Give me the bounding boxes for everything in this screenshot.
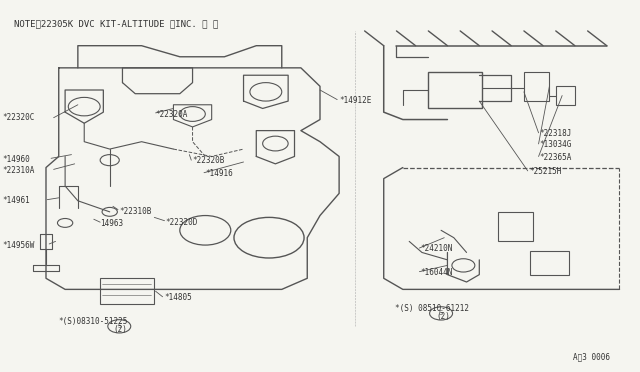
Text: *22310A: *22310A <box>3 166 35 174</box>
Text: A∥3 0006: A∥3 0006 <box>573 352 610 361</box>
Text: *22320B: *22320B <box>193 156 225 166</box>
Text: *22320A: *22320A <box>156 109 188 119</box>
Text: *14916: *14916 <box>205 169 233 178</box>
Text: *25215H: *25215H <box>529 167 561 176</box>
Text: *22365A: *22365A <box>540 153 572 162</box>
Text: *22310B: *22310B <box>119 206 152 216</box>
Text: *14912E: *14912E <box>339 96 371 105</box>
Text: *14960: *14960 <box>3 155 31 164</box>
Text: NOTE㈢22305K DVC KIT-ALTITUDE （INC. ※ ）: NOTE㈢22305K DVC KIT-ALTITUDE （INC. ※ ） <box>14 19 218 28</box>
Text: (2): (2) <box>436 312 450 321</box>
Text: *22320C: *22320C <box>3 113 35 122</box>
Text: *13034G: *13034G <box>540 140 572 149</box>
Bar <box>428 71 483 109</box>
Bar <box>524 71 549 101</box>
Text: S: S <box>439 310 443 316</box>
Bar <box>531 251 568 275</box>
Text: (2): (2) <box>113 326 127 334</box>
Text: *(S) 08510-61212: *(S) 08510-61212 <box>395 304 469 313</box>
Text: 14963: 14963 <box>100 219 124 228</box>
Text: *(S)08310-51225: *(S)08310-51225 <box>59 317 128 326</box>
Bar <box>556 86 575 105</box>
Text: *14961: *14961 <box>3 196 31 205</box>
Text: S: S <box>117 323 122 329</box>
Text: *16044N: *16044N <box>420 268 453 277</box>
Bar <box>499 212 534 241</box>
Bar <box>100 278 154 304</box>
Text: *22318J: *22318J <box>540 129 572 138</box>
Text: *14956W: *14956W <box>3 241 35 250</box>
Text: *14805: *14805 <box>164 293 191 302</box>
Text: *24210N: *24210N <box>420 244 453 253</box>
Text: *22320D: *22320D <box>166 218 198 227</box>
